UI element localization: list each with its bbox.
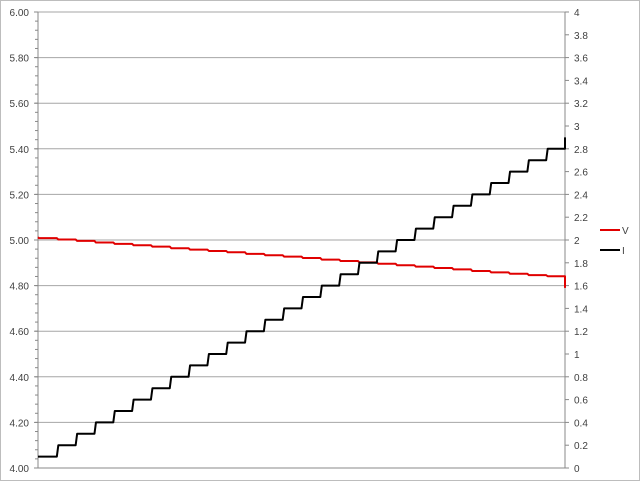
y2-tick-label: 1.2 (574, 327, 588, 338)
y2-tick-label: 2.2 (574, 213, 588, 224)
y-tick-label: 4.80 (10, 282, 30, 293)
y2-tick-label: 4 (574, 8, 580, 19)
y2-tick-label: 2.6 (574, 168, 588, 179)
y-tick-label: 4.60 (10, 327, 30, 338)
y-tick-label: 5.00 (10, 236, 30, 247)
y-tick-label: 5.20 (10, 190, 30, 201)
legend-v-label: V (622, 226, 629, 237)
y2-tick-label: 1 (574, 350, 580, 361)
y2-tick-label: 0 (574, 464, 580, 475)
y2-tick-label: 0.8 (574, 373, 588, 384)
y2-tick-label: 3.8 (574, 31, 588, 42)
y-tick-label: 5.40 (10, 145, 30, 156)
series-line-v (37, 236, 566, 288)
y2-tick-label: 0.2 (574, 441, 588, 452)
y-tick-label: 6.00 (10, 8, 30, 19)
y2-tick-label: 3.4 (574, 76, 588, 87)
y2-tick-label: 1.8 (574, 259, 588, 270)
y2-tick-label: 2.4 (574, 190, 588, 201)
y-tick-label: 4.00 (10, 464, 30, 475)
y2-tick-label: 0.6 (574, 396, 588, 407)
y2-tick-label: 0.4 (574, 418, 588, 429)
y2-tick-label: 3 (574, 122, 580, 133)
y2-tick-label: 3.2 (574, 99, 588, 110)
y2-tick-label: 2.8 (574, 145, 588, 156)
y2-tick-label: 1.4 (574, 304, 588, 315)
y-tick-label: 5.80 (10, 54, 30, 65)
series-line-i (38, 137, 566, 458)
y-tick-label: 4.20 (10, 418, 30, 429)
y2-tick-label: 1.6 (574, 282, 588, 293)
y-tick-label: 4.40 (10, 373, 30, 384)
legend-i-label: I (622, 246, 625, 257)
y2-tick-label: 2 (574, 236, 580, 247)
legend: V I (600, 226, 629, 257)
y2-tick-label: 3.6 (574, 54, 588, 65)
y-tick-label: 5.60 (10, 99, 30, 110)
